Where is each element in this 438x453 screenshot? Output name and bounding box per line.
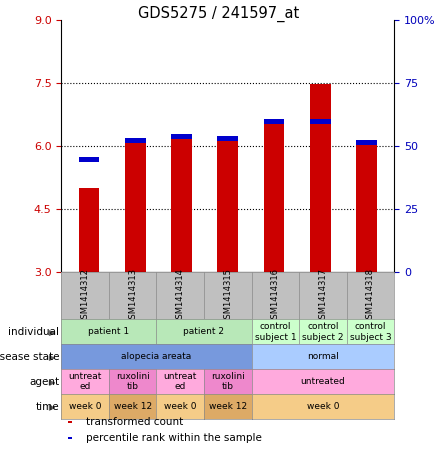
Bar: [264, 119, 284, 124]
Text: transformed count: transformed count: [86, 417, 184, 427]
Text: GSM1414318: GSM1414318: [366, 268, 375, 323]
Text: week 12: week 12: [113, 402, 152, 411]
Text: agent: agent: [29, 376, 59, 387]
Bar: [79, 188, 99, 272]
Text: untreat
ed: untreat ed: [68, 372, 102, 391]
Text: alopecia areata: alopecia areata: [121, 352, 191, 361]
Text: untreat
ed: untreat ed: [163, 372, 197, 391]
Text: normal: normal: [307, 352, 339, 361]
Bar: [68, 421, 72, 423]
Bar: [171, 134, 192, 139]
Text: GSM1414313: GSM1414313: [128, 268, 137, 323]
Bar: [356, 142, 377, 272]
Text: control
subject 1: control subject 1: [254, 322, 296, 342]
Bar: [79, 157, 99, 162]
Text: control
subject 3: control subject 3: [350, 322, 391, 342]
Bar: [310, 119, 331, 124]
Bar: [125, 138, 146, 143]
Text: untreated: untreated: [300, 377, 345, 386]
Bar: [356, 140, 377, 145]
Bar: [68, 438, 72, 439]
Text: GSM1414312: GSM1414312: [81, 268, 90, 323]
Text: GSM1414314: GSM1414314: [176, 268, 185, 323]
Text: ruxolini
tib: ruxolini tib: [116, 372, 149, 391]
Bar: [217, 135, 238, 140]
Text: individual: individual: [8, 327, 59, 337]
Text: GSM1414316: GSM1414316: [271, 268, 280, 323]
Text: week 0: week 0: [164, 402, 197, 411]
Text: percentile rank within the sample: percentile rank within the sample: [86, 433, 262, 443]
Text: disease state: disease state: [0, 352, 59, 362]
Bar: [125, 140, 146, 272]
Bar: [310, 84, 331, 272]
Text: patient 1: patient 1: [88, 328, 130, 336]
Text: week 0: week 0: [307, 402, 339, 411]
Text: patient 2: patient 2: [184, 328, 225, 336]
Text: GDS5275 / 241597_at: GDS5275 / 241597_at: [138, 6, 300, 22]
Bar: [264, 123, 284, 272]
Bar: [217, 138, 238, 272]
Bar: [171, 135, 192, 272]
Text: GSM1414315: GSM1414315: [223, 268, 232, 323]
Text: week 12: week 12: [208, 402, 247, 411]
Text: week 0: week 0: [69, 402, 101, 411]
Text: control
subject 2: control subject 2: [302, 322, 344, 342]
Text: GSM1414317: GSM1414317: [318, 268, 327, 323]
Text: time: time: [35, 401, 59, 412]
Text: ruxolini
tib: ruxolini tib: [211, 372, 245, 391]
